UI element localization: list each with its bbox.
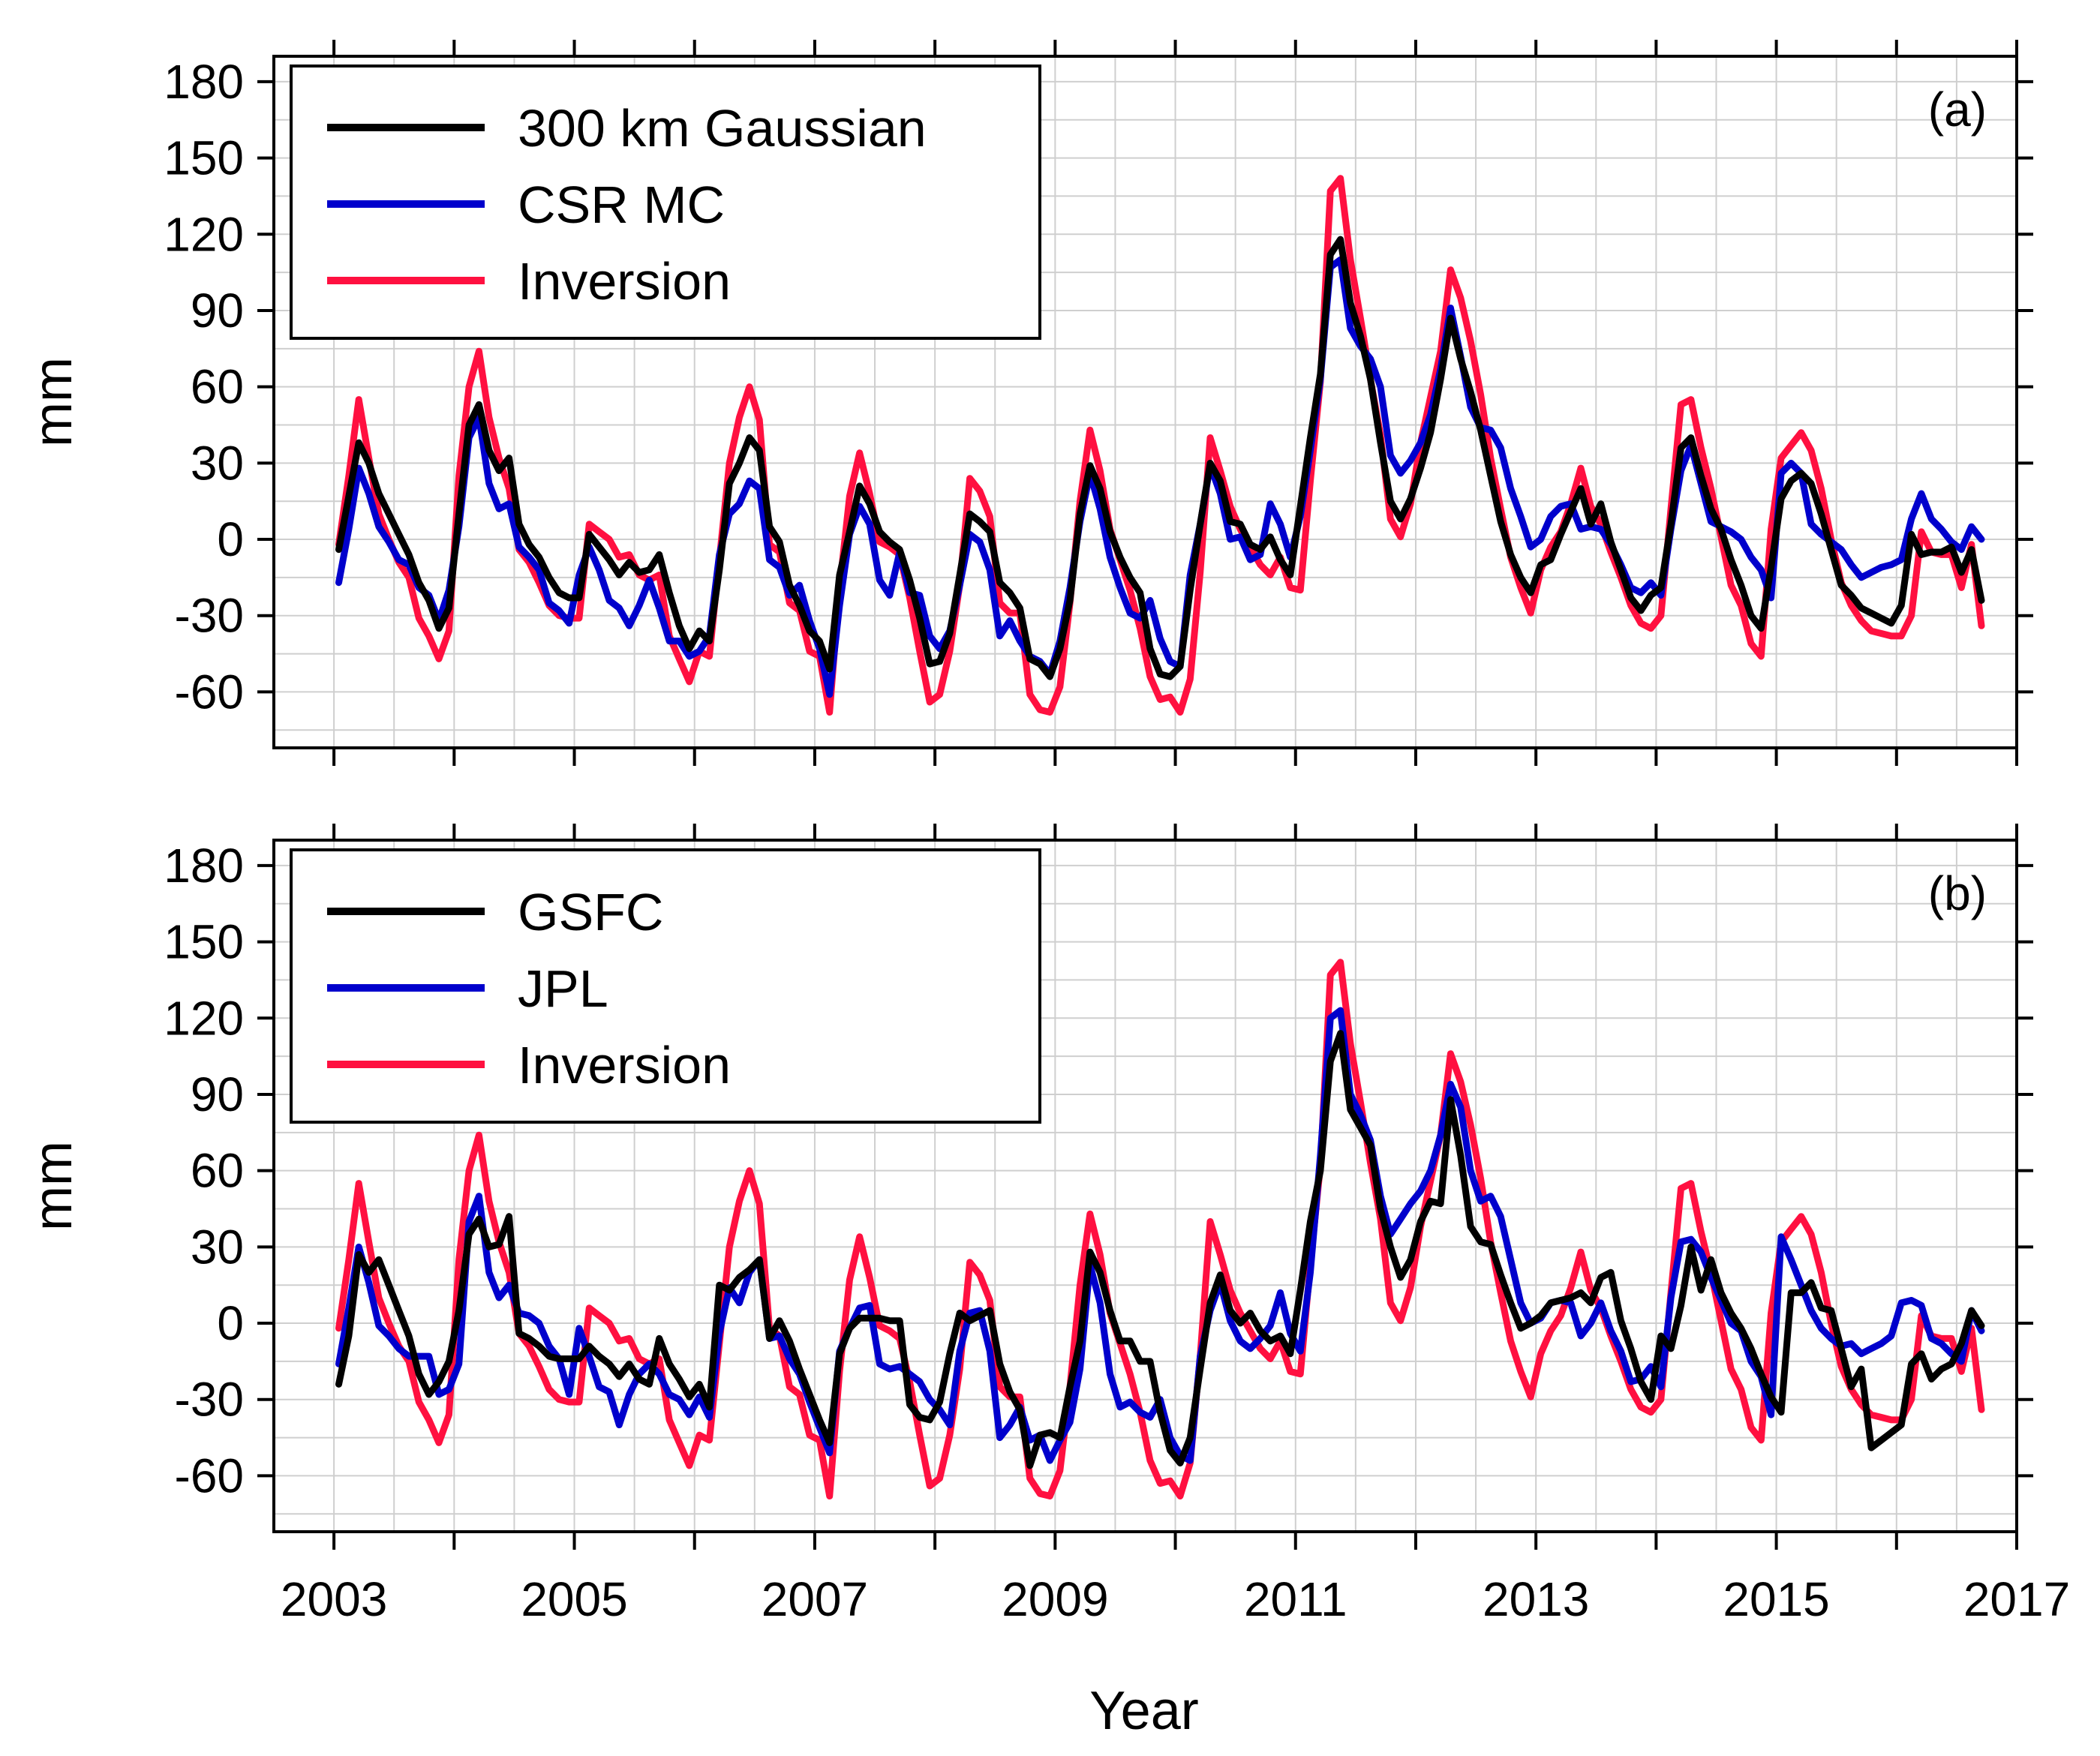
y-tick-label: -60 xyxy=(175,665,245,719)
series-line-gsfc xyxy=(335,1030,1985,1469)
y-tick-label: -30 xyxy=(175,1373,245,1427)
y-tick-label: -60 xyxy=(175,1448,245,1502)
x-tick-label: 2009 xyxy=(1002,1572,1108,1626)
x-tick-label: 2005 xyxy=(521,1572,627,1626)
series-a xyxy=(335,175,1985,716)
series-line-inversion xyxy=(335,175,1985,716)
x-axis-title: Year xyxy=(1089,1681,1198,1741)
panel-label-a: (a) xyxy=(1928,83,1987,137)
y-tick-label: 0 xyxy=(217,512,244,566)
x-tick-labels: 2003 2005 2007 2009 2011 2013 2015 2017 xyxy=(281,1572,2070,1626)
legend-label-csr-mc: CSR MC xyxy=(518,176,725,234)
x-tick-label: 2013 xyxy=(1483,1572,1589,1626)
y-tick-label: 90 xyxy=(191,284,244,338)
series-line-inversion xyxy=(335,959,1985,1499)
y-tick-label: 0 xyxy=(217,1296,244,1350)
legend-a: 300 km Gaussian CSR MC Inversion xyxy=(290,65,1041,340)
y-tick-label: 150 xyxy=(164,915,244,969)
legend-label-gsfc: GSFC xyxy=(518,883,663,941)
x-tick-label: 2011 xyxy=(1244,1572,1347,1626)
panel-a: -60 -30 0 30 60 90 120 150 180 mm (a) 300 km Gau… xyxy=(23,40,2033,766)
y-tick-label: 120 xyxy=(164,991,244,1045)
series-line-300-km-gaussian xyxy=(335,236,1985,680)
y-tick-label: 180 xyxy=(164,55,244,109)
y-axis-title-b: mm xyxy=(23,1141,83,1231)
x-tick-label: 2003 xyxy=(281,1572,387,1626)
legend-label-gaussian: 300 km Gaussian xyxy=(518,99,927,158)
legend-label-jpl: JPL xyxy=(518,959,608,1018)
legend-label-inversion-a: Inversion xyxy=(518,252,731,311)
y-tick-label: 60 xyxy=(191,1144,244,1198)
legend-b: GSFC JPL Inversion xyxy=(290,848,1041,1124)
x-tick-label: 2017 xyxy=(1963,1572,2070,1626)
y-tick-label: -30 xyxy=(175,589,245,643)
y-tick-label: 180 xyxy=(164,839,244,893)
y-tick-label: 60 xyxy=(191,360,244,414)
y-tick-label: 90 xyxy=(191,1067,244,1121)
ticks-a xyxy=(257,40,2033,766)
y-tick-label: 150 xyxy=(164,131,244,185)
series-b xyxy=(335,959,1985,1499)
plot-frame-a xyxy=(272,55,2018,749)
y-tick-labels-b: -60 -30 0 30 60 90 120 150 180 xyxy=(164,839,244,1503)
y-tick-labels-a: -60 -30 0 30 60 90 120 150 180 xyxy=(164,55,244,719)
x-tick-label: 2015 xyxy=(1723,1572,1829,1626)
legend-label-inversion-b: Inversion xyxy=(518,1036,731,1094)
y-tick-label: 120 xyxy=(164,207,244,261)
y-tick-label: 30 xyxy=(191,1220,244,1274)
y-tick-label: 30 xyxy=(191,436,244,490)
panel-label-b: (b) xyxy=(1928,866,1987,920)
plot-frame-b xyxy=(272,839,2018,1533)
grid-b xyxy=(274,840,2017,1532)
x-tick-label: 2007 xyxy=(762,1572,868,1626)
ticks-b xyxy=(257,824,2033,1550)
y-axis-title-a: mm xyxy=(23,357,83,447)
